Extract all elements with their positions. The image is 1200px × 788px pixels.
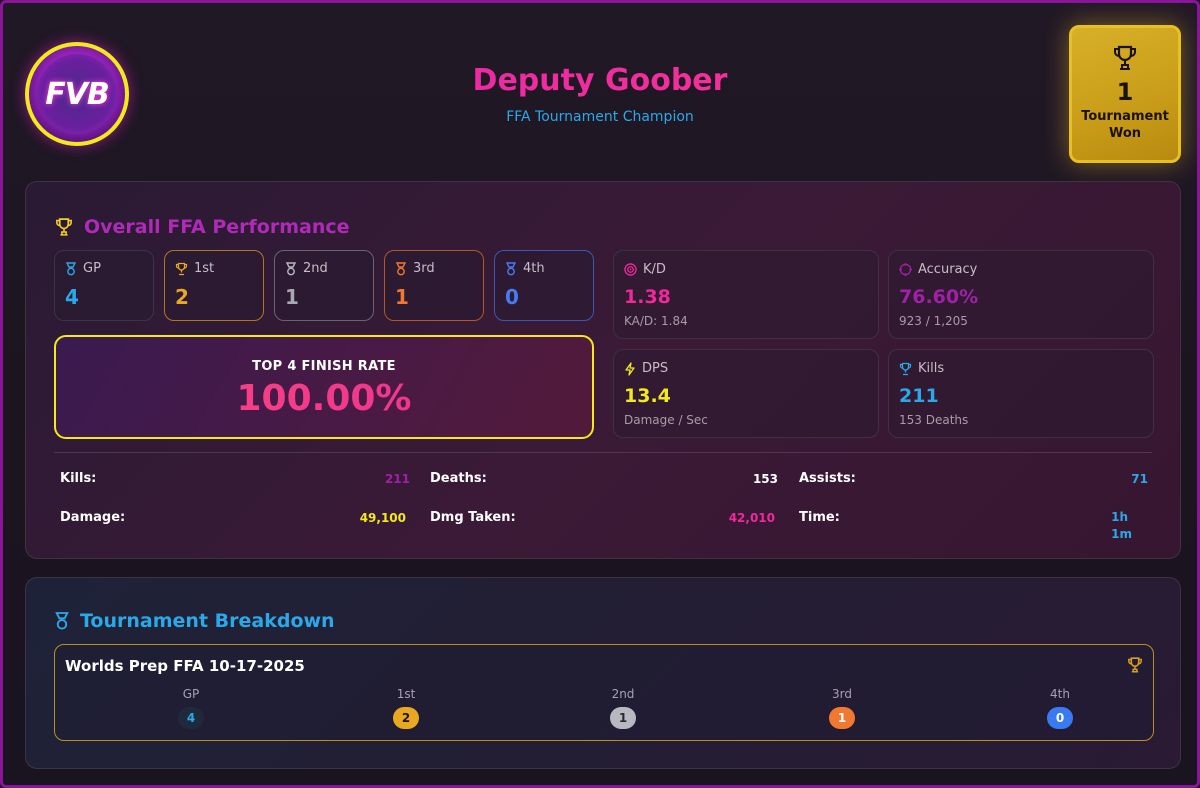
kpi-kills-label: Kills (918, 361, 945, 376)
total-assists-value: 71 (1131, 472, 1148, 486)
team-logo-text: FVB (45, 77, 110, 112)
stat-value-1st: 2 (175, 285, 189, 309)
total-assists-label: Assists: (799, 471, 856, 486)
kpi-dps-label: DPS (642, 361, 669, 376)
stat-value-3rd: 1 (395, 285, 409, 309)
total-kills-label: Kills: (60, 471, 97, 486)
kpi-dps-value: 13.4 (624, 385, 671, 407)
kpi-kd: K/D 1.38 KA/D: 1.84 (613, 250, 879, 339)
event-col-2nd-value: 1 (610, 707, 636, 729)
kpi-dps-sub: Damage / Sec (624, 413, 708, 427)
event-col-4th: 4th 0 (1000, 687, 1120, 729)
stat-box-3rd: 3rd 1 (384, 250, 484, 321)
total-damage-label: Damage: (60, 510, 126, 525)
tournament-event-card[interactable]: Worlds Prep FFA 10-17-2025 GP 4 1st 2 2n… (54, 644, 1154, 741)
kpi-accuracy-label: Accuracy (918, 262, 978, 277)
finish-rate-value: 100.00% (56, 378, 592, 419)
stat-label-gp: GP (83, 261, 101, 276)
kpi-kd-label: K/D (643, 262, 666, 277)
event-col-1st: 1st 2 (346, 687, 466, 729)
total-time-minutes: 1m (1111, 527, 1132, 541)
event-col-1st-value: 2 (393, 707, 419, 729)
overall-performance-panel: Overall FFA Performance GP 4 1st 2 2nd 1… (25, 181, 1181, 559)
trophy-icon (1072, 44, 1178, 76)
kpi-kd-sub: KA/D: 1.84 (624, 314, 688, 328)
total-time-label: Time: (799, 510, 840, 525)
total-deaths-value: 153 (752, 472, 778, 486)
kpi-kills: Kills 211 153 Deaths (888, 349, 1154, 438)
player-name: Deputy Goober (3, 63, 1197, 98)
stat-value-4th: 0 (505, 285, 519, 309)
event-col-3rd: 3rd 1 (782, 687, 902, 729)
stat-label-3rd: 3rd (413, 261, 435, 276)
kpi-dps: DPS 13.4 Damage / Sec (613, 349, 879, 438)
stat-box-2nd: 2nd 1 (274, 250, 374, 321)
breakdown-title: Tournament Breakdown (54, 610, 335, 632)
stat-label-2nd: 2nd (303, 261, 328, 276)
trophy-icon (1127, 656, 1143, 678)
team-logo-inner: FVB (37, 54, 117, 134)
event-col-2nd: 2nd 1 (563, 687, 683, 729)
finish-rate-label: TOP 4 FINISH RATE (252, 359, 396, 374)
target-icon (624, 263, 637, 276)
total-kills-value: 211 (384, 472, 410, 486)
crosshair-icon (899, 263, 912, 276)
bolt-icon (625, 361, 635, 376)
trophy-icon (175, 262, 188, 275)
totals-divider (54, 452, 1152, 453)
total-damage-value: 49,100 (359, 511, 406, 525)
medal-icon (55, 612, 69, 630)
medal-icon (65, 261, 77, 275)
kpi-accuracy: Accuracy 76.60% 923 / 1,205 (888, 250, 1154, 339)
event-col-4th-label: 4th (1050, 687, 1070, 701)
stat-box-1st: 1st 2 (164, 250, 264, 321)
event-col-gp-label: GP (182, 687, 200, 701)
kpi-kills-value: 211 (899, 385, 939, 407)
tournaments-won-label-2: Won (1108, 126, 1142, 141)
total-time-hours: 1h (1111, 510, 1128, 524)
trophy-icon (899, 362, 912, 375)
total-deaths-label: Deaths: (430, 471, 487, 486)
stat-value-2nd: 1 (285, 285, 299, 309)
team-logo: FVB (25, 42, 129, 146)
event-col-3rd-value: 1 (829, 707, 855, 729)
total-dmg-taken-value: 42,010 (728, 511, 775, 525)
medal-icon (395, 261, 407, 275)
event-col-1st-label: 1st (396, 687, 416, 701)
breakdown-title-text: Tournament Breakdown (80, 610, 335, 632)
stat-label-1st: 1st (194, 261, 215, 276)
stat-label-4th: 4th (523, 261, 545, 276)
event-col-4th-value: 0 (1047, 707, 1073, 729)
performance-title: Overall FFA Performance (54, 216, 350, 238)
kpi-accuracy-sub: 923 / 1,205 (899, 314, 968, 328)
total-dmg-taken-label: Dmg Taken: (430, 510, 516, 525)
tournaments-won-count: 1 (1116, 78, 1134, 106)
medal-icon (505, 261, 517, 275)
stat-box-4th: 4th 0 (494, 250, 594, 321)
top4-finish-rate-card: TOP 4 FINISH RATE 100.00% (54, 335, 594, 439)
kpi-kills-sub: 153 Deaths (899, 413, 969, 427)
medal-icon (285, 261, 297, 275)
event-col-2nd-label: 2nd (611, 687, 635, 701)
player-subtitle: FFA Tournament Champion (506, 109, 694, 125)
event-col-3rd-label: 3rd (832, 687, 852, 701)
trophy-icon (56, 218, 72, 236)
event-col-gp: GP 4 (131, 687, 251, 729)
stat-box-gp: GP 4 (54, 250, 154, 321)
performance-title-text: Overall FFA Performance (84, 216, 350, 238)
stat-value-gp: 4 (65, 285, 79, 309)
tournaments-won-card: 1 Tournament Won (1069, 25, 1181, 163)
kpi-accuracy-value: 76.60% (899, 286, 979, 308)
tournament-breakdown-panel: Tournament Breakdown Worlds Prep FFA 10-… (25, 577, 1181, 769)
event-col-gp-value: 4 (178, 707, 204, 729)
tournament-event-name: Worlds Prep FFA 10-17-2025 (65, 657, 305, 675)
kpi-kd-value: 1.38 (624, 286, 671, 308)
tournaments-won-label-1: Tournament (1081, 109, 1169, 124)
